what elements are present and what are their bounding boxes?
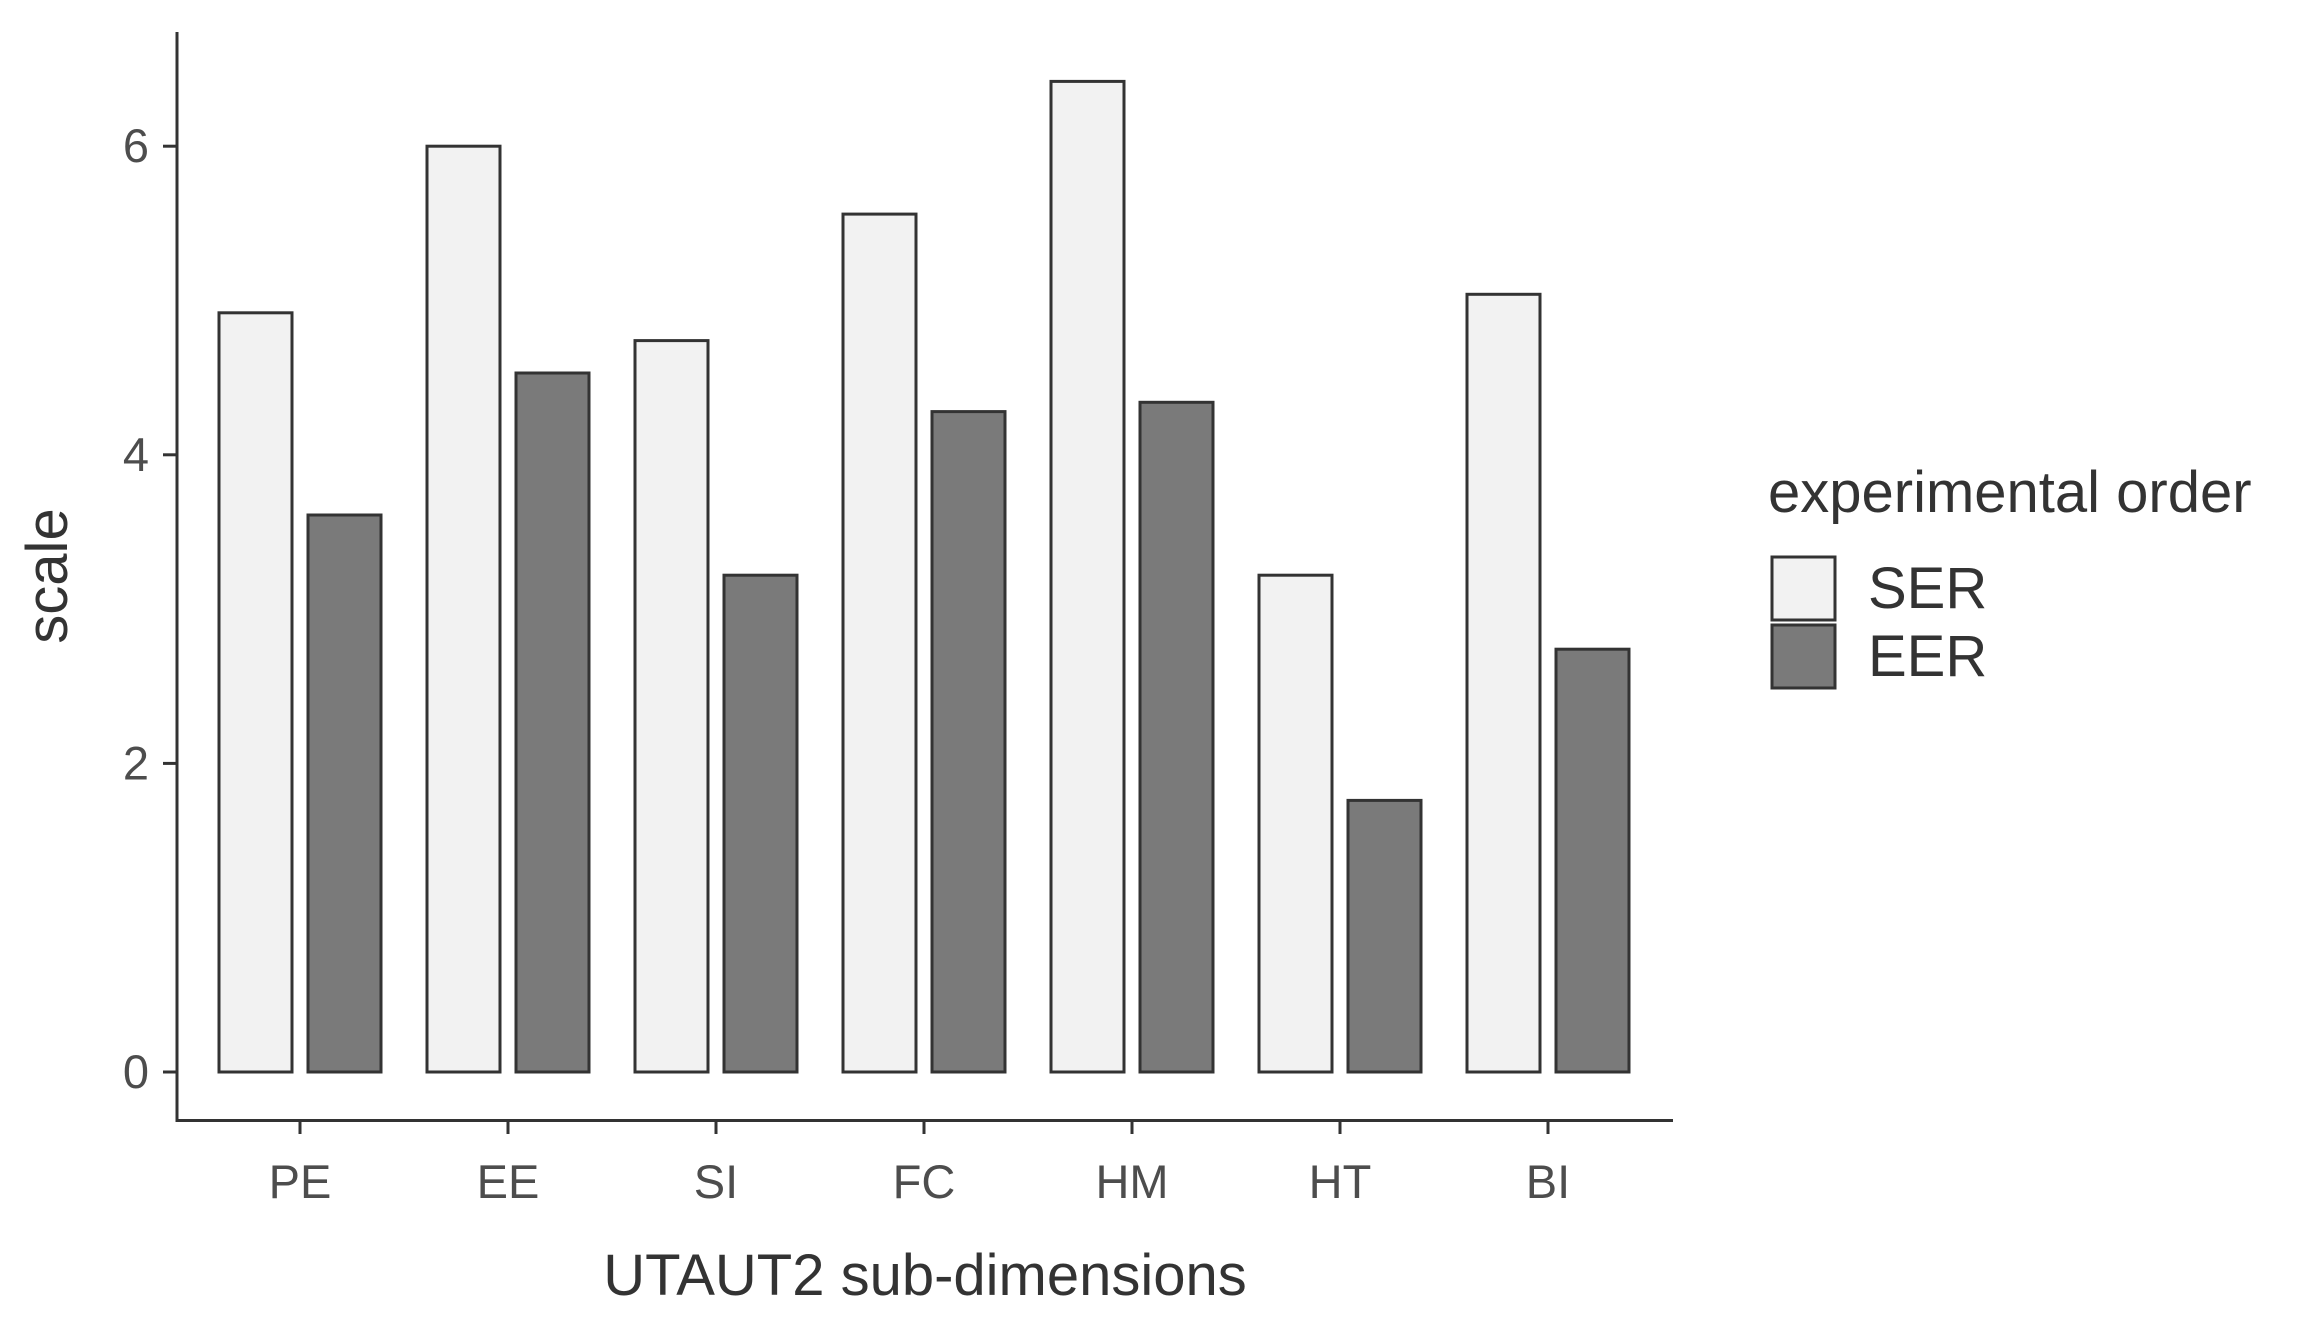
x-tick-label-bi: BI [1526,1155,1570,1208]
legend-key-eer [1770,623,1837,690]
legend-label-ser: SER [1868,556,1987,621]
y-tick-label: 6 [123,119,149,172]
bar-ser-pe [217,311,294,1074]
y-tick-label: 0 [123,1045,149,1098]
x-ticks: PE EE SI FC HM HT BI [269,1120,1570,1208]
x-tick-label-si: SI [694,1155,738,1208]
bar-ser-ht [1257,573,1334,1074]
legend-title: experimental order [1768,460,2252,525]
x-tick-label-ee: EE [477,1155,540,1208]
legend-label-eer: EER [1868,624,1987,689]
x-axis-title: UTAUT2 sub-dimensions [603,1243,1247,1308]
bar-ser-bi [1465,292,1542,1074]
bars-group [217,79,1631,1074]
y-axis-title: scale [15,508,80,643]
x-tick-label-pe: PE [269,1155,332,1208]
bar-eer-ee [514,371,591,1074]
x-tick-label-ht: HT [1309,1155,1372,1208]
y-ticks: 0 2 4 6 [123,119,177,1098]
bar-ser-si [633,339,710,1074]
bar-eer-bi [1554,647,1631,1074]
bar-eer-fc [930,410,1007,1074]
bar-eer-hm [1138,400,1215,1074]
bar-ser-hm [1049,79,1126,1074]
bar-ser-fc [841,212,918,1074]
x-tick-label-fc: FC [893,1155,956,1208]
bar-eer-ht [1346,798,1423,1074]
y-tick-label: 2 [123,736,149,789]
legend-key-ser [1770,555,1837,622]
bar-eer-si [722,573,799,1074]
x-tick-label-hm: HM [1095,1155,1168,1208]
bar-ser-ee [425,144,502,1074]
y-tick-label: 4 [123,428,149,481]
bar-eer-pe [306,513,383,1074]
